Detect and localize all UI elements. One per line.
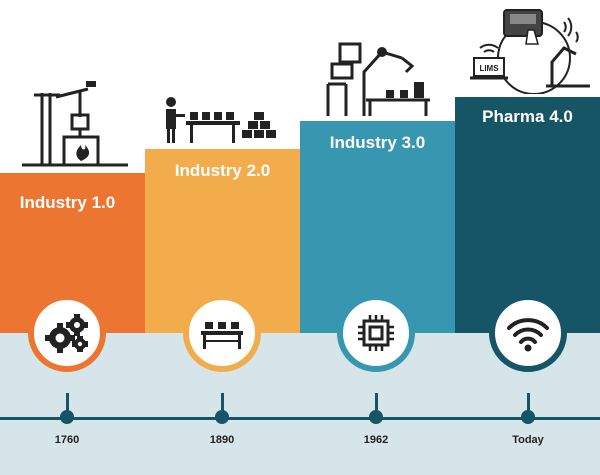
timeline-tick — [375, 393, 378, 419]
microchip-icon — [358, 315, 394, 351]
year-label: Today — [512, 434, 544, 446]
timeline-dot — [215, 410, 229, 424]
steam-engine-icon — [22, 81, 128, 167]
timeline-dot — [369, 410, 383, 424]
stage-label: Industry 2.0 — [174, 161, 271, 180]
assembly-line-icon — [166, 97, 276, 143]
gears-icon — [45, 314, 88, 353]
lims-label: LIMS — [479, 64, 499, 73]
stage-circle-3 — [337, 294, 415, 372]
conveyor-belt-icon — [201, 322, 243, 349]
stage-label: Industry 1.0 — [19, 193, 116, 212]
wifi-icon — [507, 318, 549, 352]
year-label: 1760 — [54, 434, 80, 446]
year-label: 1890 — [209, 434, 235, 446]
stage-circle-1 — [28, 294, 106, 372]
timeline-line — [0, 417, 600, 420]
stage-circle-4 — [489, 294, 567, 372]
timeline-dot — [521, 410, 535, 424]
timeline-dot — [60, 410, 74, 424]
timeline-tick — [527, 393, 530, 419]
year-label: 1962 — [363, 434, 389, 446]
stage-circle-2 — [183, 294, 261, 372]
connected-lab-icon: LIMS — [470, 9, 590, 94]
stage-bar-4: Pharma 4.0 — [455, 97, 600, 333]
robotic-arm-icon — [326, 42, 430, 116]
stage-bar-3: Industry 3.0 — [300, 121, 455, 333]
timeline-tick — [66, 393, 69, 419]
stage-label: Pharma 4.0 — [482, 107, 573, 126]
stage-label: Industry 3.0 — [329, 133, 426, 152]
timeline-tick — [221, 393, 224, 419]
